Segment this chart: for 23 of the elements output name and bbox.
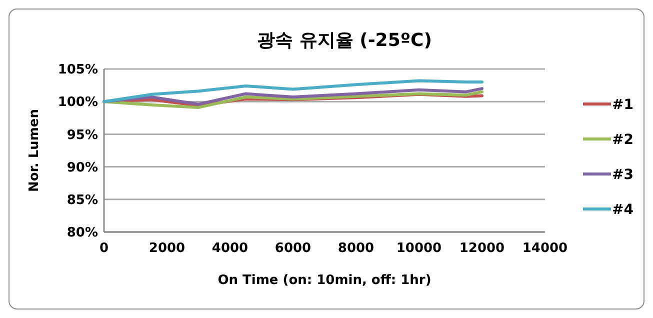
legend-label: #4 [612, 202, 634, 218]
x-tick-label: 0 [99, 241, 109, 256]
chart-title: 광속 유지율 (-25ºC) [257, 30, 432, 51]
y-tick-label: 85% [66, 192, 98, 208]
legend-label: #2 [612, 132, 634, 148]
x-tick-label: 6000 [274, 241, 312, 256]
x-tick-label: 4000 [212, 241, 248, 256]
line-series [102, 87, 484, 106]
x-tick-label: 2000 [148, 241, 186, 256]
y-tick-label: 90% [66, 160, 98, 176]
y-tick-label: 80% [66, 226, 98, 241]
line-series [102, 79, 484, 104]
y-tick-label: 105% [58, 62, 98, 78]
x-tick-label: 10000 [396, 241, 442, 256]
x-tick-label: 8000 [338, 241, 374, 256]
x-tick-label: 14000 [522, 241, 568, 256]
legend-label: #1 [612, 96, 634, 113]
y-tick-label: 100% [58, 95, 98, 110]
x-axis-title: On Time (on: 10min, off: 1hr) [218, 273, 432, 288]
y-tick-label: 95% [66, 128, 98, 143]
legend-label: #3 [612, 166, 634, 183]
x-tick-label: 12000 [459, 241, 505, 256]
y-axis-title: Nor. Lumen [27, 109, 42, 192]
